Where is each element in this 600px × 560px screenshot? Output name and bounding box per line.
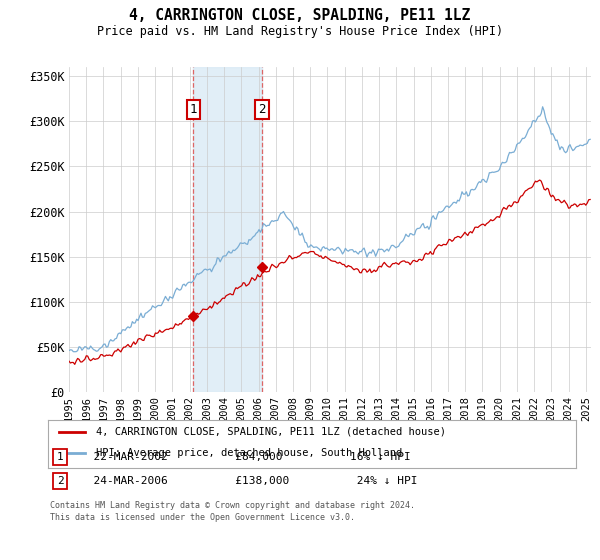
Text: 2: 2 [259, 103, 266, 116]
Text: 24-MAR-2006          £138,000          24% ↓ HPI: 24-MAR-2006 £138,000 24% ↓ HPI [80, 476, 418, 486]
Text: 4, CARRINGTON CLOSE, SPALDING, PE11 1LZ (detached house): 4, CARRINGTON CLOSE, SPALDING, PE11 1LZ … [95, 427, 446, 437]
Text: 22-MAR-2002          £84,000          16% ↓ HPI: 22-MAR-2002 £84,000 16% ↓ HPI [80, 452, 411, 462]
Text: This data is licensed under the Open Government Licence v3.0.: This data is licensed under the Open Gov… [50, 514, 355, 522]
Text: 1: 1 [56, 452, 64, 462]
Text: HPI: Average price, detached house, South Holland: HPI: Average price, detached house, Sout… [95, 449, 402, 458]
Text: 2: 2 [56, 476, 64, 486]
Text: Price paid vs. HM Land Registry's House Price Index (HPI): Price paid vs. HM Land Registry's House … [97, 25, 503, 38]
Text: 1: 1 [190, 103, 197, 116]
Text: Contains HM Land Registry data © Crown copyright and database right 2024.: Contains HM Land Registry data © Crown c… [50, 502, 415, 511]
Text: 4, CARRINGTON CLOSE, SPALDING, PE11 1LZ: 4, CARRINGTON CLOSE, SPALDING, PE11 1LZ [130, 8, 470, 24]
Bar [193, 67, 262, 392]
